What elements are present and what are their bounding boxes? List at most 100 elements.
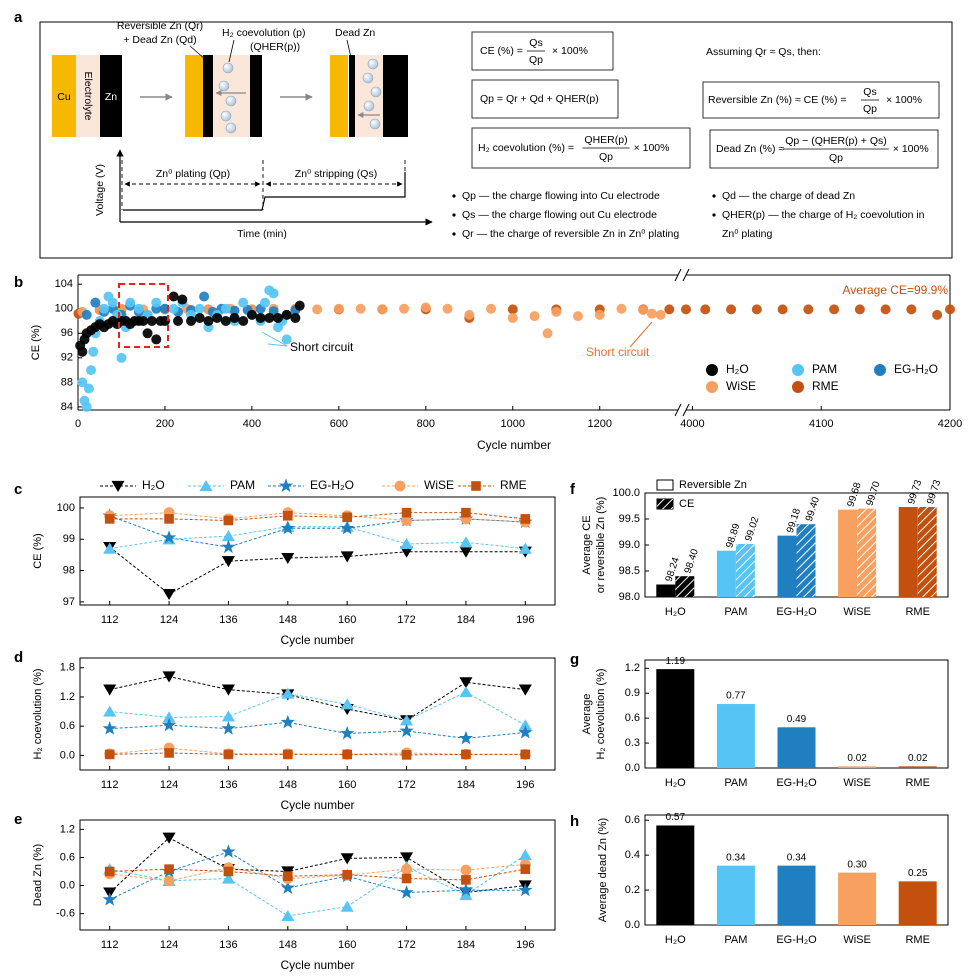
y-tick-label: 1.2 bbox=[625, 662, 640, 674]
bar bbox=[656, 584, 676, 597]
x-tick-label: 124 bbox=[160, 939, 178, 951]
data-point bbox=[223, 515, 234, 526]
label-bg bbox=[150, 167, 238, 181]
data-point bbox=[355, 303, 366, 314]
data-point bbox=[116, 352, 127, 363]
x-axis-label: Cycle number bbox=[477, 438, 551, 452]
x-tick-label: 172 bbox=[397, 614, 415, 626]
data-point bbox=[81, 401, 92, 412]
bar bbox=[838, 509, 858, 597]
data-point bbox=[460, 864, 472, 876]
zn-deposit bbox=[203, 55, 213, 137]
y-axis-label: Dead Zn (%) bbox=[32, 844, 44, 906]
value-label: 0.49 bbox=[787, 714, 807, 725]
y-axis-label: Average bbox=[581, 694, 593, 735]
equation-numerator: Qs bbox=[863, 86, 876, 98]
data-point bbox=[162, 588, 176, 601]
data-point bbox=[518, 684, 532, 696]
definition: Qp — the charge flowing into Cu electrod… bbox=[462, 190, 660, 202]
series-line bbox=[109, 515, 526, 548]
y-tick-label: 0.0 bbox=[60, 879, 75, 891]
y-tick-label: 92 bbox=[61, 352, 73, 364]
data-point bbox=[177, 294, 188, 305]
data-point bbox=[401, 863, 412, 875]
y-axis-label: H₂ coevolution (%) bbox=[595, 668, 607, 759]
data-point bbox=[681, 304, 691, 315]
value-label: 1.19 bbox=[666, 656, 686, 667]
legend-marker bbox=[111, 480, 125, 492]
cu-layer bbox=[330, 55, 348, 137]
bar bbox=[838, 766, 877, 768]
zn-layer bbox=[100, 55, 122, 137]
x-tick-label: 148 bbox=[279, 614, 297, 626]
data-point bbox=[223, 866, 234, 877]
bullet bbox=[712, 194, 716, 198]
y-tick-label: 1.2 bbox=[60, 823, 75, 835]
data-point bbox=[246, 309, 257, 320]
axis-break bbox=[674, 268, 682, 282]
data-point bbox=[164, 514, 174, 524]
annotation: Short circuit bbox=[290, 340, 354, 354]
y-tick-label: 0.3 bbox=[625, 737, 640, 749]
data-point bbox=[399, 885, 414, 899]
value-label: 99.40 bbox=[804, 495, 822, 523]
series-line bbox=[109, 854, 526, 917]
legend-hatch bbox=[657, 499, 673, 509]
panel-label: g bbox=[570, 651, 579, 668]
data-point bbox=[461, 749, 471, 760]
x-tick-label: WiSE bbox=[843, 606, 871, 618]
panel-label: h bbox=[570, 813, 579, 830]
data-point bbox=[638, 304, 649, 315]
data-point bbox=[461, 507, 471, 518]
h2-bubbles bbox=[218, 62, 237, 134]
y-axis-label: Average CE bbox=[581, 515, 593, 574]
y-tick-label: 100 bbox=[55, 303, 73, 315]
legend-marker bbox=[199, 480, 213, 492]
value-label: 99.73 bbox=[906, 478, 924, 506]
x-tick-label: 184 bbox=[457, 779, 475, 791]
bar bbox=[777, 727, 816, 768]
bar-hatch bbox=[917, 507, 937, 597]
x-tick-label: RME bbox=[905, 934, 929, 946]
data-point bbox=[461, 875, 471, 885]
data-point bbox=[186, 316, 197, 327]
data-point bbox=[340, 725, 355, 740]
data-point bbox=[168, 303, 179, 314]
data-point bbox=[194, 312, 205, 323]
y-tick-label: 104 bbox=[55, 278, 73, 290]
data-point bbox=[646, 308, 657, 319]
data-point bbox=[340, 900, 354, 912]
data-point bbox=[518, 725, 533, 739]
data-point bbox=[520, 514, 531, 524]
bar bbox=[716, 704, 755, 768]
cu-layer bbox=[52, 55, 76, 137]
data-point bbox=[333, 303, 344, 314]
data-point bbox=[221, 721, 236, 735]
equation-numerator: QHER(p) bbox=[584, 134, 627, 146]
equation-numerator: Qp − (QHER(p) + Qs) bbox=[785, 135, 887, 147]
x-tick-label: RME bbox=[905, 606, 929, 618]
panel-label: a bbox=[14, 9, 23, 26]
data-point bbox=[229, 305, 240, 316]
data-point bbox=[542, 328, 553, 339]
y-axis-label: CE (%) bbox=[30, 325, 42, 360]
y-tick-label: 0.6 bbox=[60, 851, 75, 863]
data-point bbox=[280, 714, 295, 729]
data-point bbox=[223, 749, 234, 760]
time-label: Time (min) bbox=[237, 228, 287, 240]
data-point bbox=[194, 303, 205, 314]
equation-lhs: CE (%) = bbox=[480, 45, 523, 57]
data-point bbox=[77, 377, 88, 388]
h2-bubbles bbox=[362, 58, 382, 130]
y-tick-label: 0.0 bbox=[625, 919, 640, 931]
data-point bbox=[280, 880, 295, 894]
x-tick-label: 4100 bbox=[809, 418, 833, 430]
y-tick-label: 99.0 bbox=[619, 539, 640, 551]
data-point bbox=[458, 882, 474, 897]
label-bg bbox=[290, 167, 382, 181]
value-label: 99.68 bbox=[846, 481, 864, 509]
x-tick-label: 160 bbox=[338, 779, 356, 791]
series-line bbox=[109, 851, 526, 901]
data-point bbox=[229, 312, 240, 323]
data-point bbox=[146, 316, 157, 327]
